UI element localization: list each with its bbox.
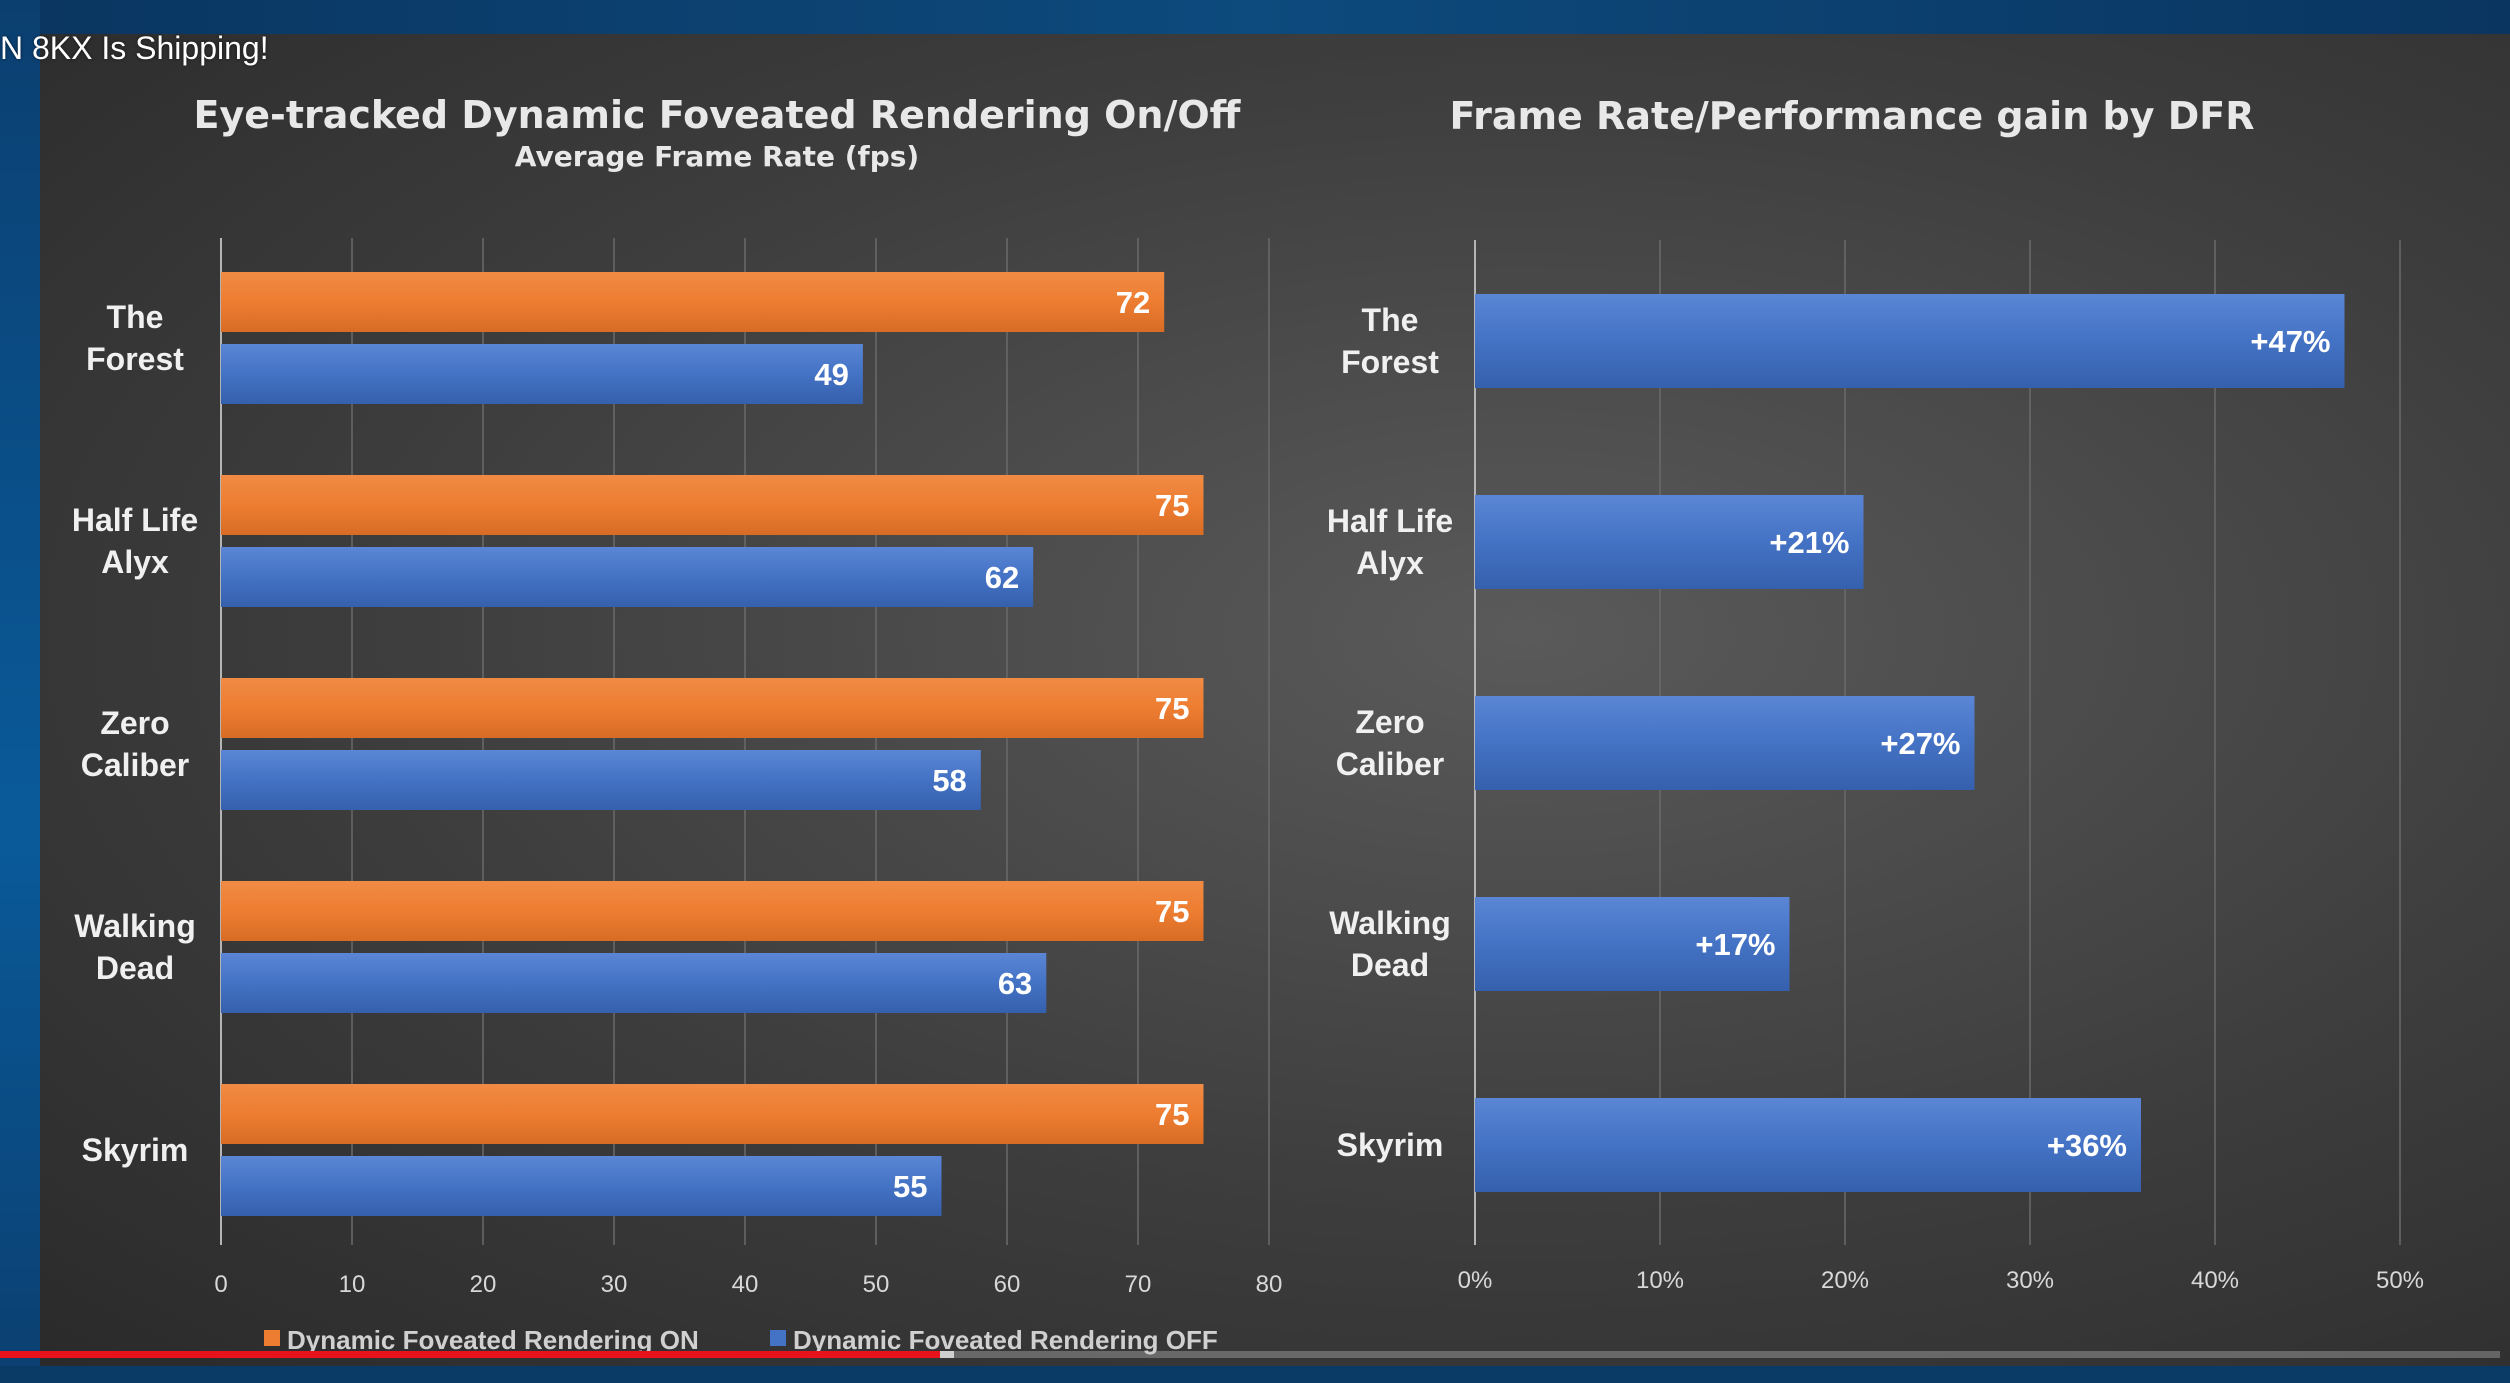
left-x-tick-label: 70 bbox=[1125, 1271, 1152, 1298]
left-x-tick-label: 50 bbox=[863, 1271, 890, 1298]
video-progress-track[interactable] bbox=[0, 1351, 2500, 1358]
video-progress-played[interactable] bbox=[0, 1351, 940, 1358]
left-chart-title: Eye-tracked Dynamic Foveated Rendering O… bbox=[194, 93, 1242, 137]
bar-on bbox=[221, 1084, 1204, 1144]
bar-on bbox=[221, 678, 1204, 738]
bar-on bbox=[221, 272, 1165, 332]
right-x-tick-label: 0% bbox=[1458, 1267, 1493, 1294]
gain-bar-value-label: +17% bbox=[1695, 927, 1775, 962]
bar-off-value-label: 62 bbox=[985, 560, 1019, 595]
right-category-label-line-1: Dead bbox=[1351, 947, 1429, 983]
gain-bar-value-label: +27% bbox=[1880, 726, 1960, 761]
right-category-label-line-0: Walking bbox=[1329, 905, 1450, 941]
bar-on-value-label: 72 bbox=[1116, 285, 1150, 320]
video-progress-buffer bbox=[940, 1351, 954, 1358]
right-category-label-line-1: Alyx bbox=[1356, 545, 1424, 581]
right-category-label-line-1: Forest bbox=[1341, 344, 1439, 380]
bar-off bbox=[221, 1156, 942, 1216]
right-category-label-line-0: Zero bbox=[1355, 704, 1424, 740]
bar-off bbox=[221, 344, 863, 404]
left-category-label-line-1: Caliber bbox=[81, 747, 189, 783]
bar-off bbox=[221, 953, 1047, 1013]
bar-on-value-label: 75 bbox=[1155, 1097, 1189, 1132]
legend-label-off: Dynamic Foveated Rendering OFF bbox=[793, 1325, 1218, 1355]
gain-bar bbox=[1475, 495, 1864, 589]
right-x-tick-label: 30% bbox=[2006, 1267, 2054, 1294]
right-category-label-line-0: Skyrim bbox=[1337, 1127, 1444, 1163]
bar-on-value-label: 75 bbox=[1155, 488, 1189, 523]
bar-off-value-label: 58 bbox=[932, 763, 966, 798]
left-x-tick-label: 80 bbox=[1256, 1271, 1283, 1298]
gain-bar-value-label: +47% bbox=[2250, 324, 2330, 359]
bar-off bbox=[221, 750, 981, 810]
left-category-label-line-1: Forest bbox=[86, 341, 184, 377]
left-chart-subtitle: Average Frame Rate (fps) bbox=[515, 140, 919, 173]
left-x-tick-label: 20 bbox=[470, 1271, 497, 1298]
bar-off-value-label: 63 bbox=[998, 966, 1032, 1001]
left-category-label-line-0: Half Life bbox=[72, 502, 198, 538]
gain-bar-value-label: +36% bbox=[2047, 1128, 2127, 1163]
gain-bar-value-label: +21% bbox=[1769, 525, 1849, 560]
right-category-label-line-1: Caliber bbox=[1336, 746, 1444, 782]
left-category-label-line-0: The bbox=[107, 299, 164, 335]
gain-bar bbox=[1475, 1098, 2141, 1192]
bar-off-value-label: 49 bbox=[814, 357, 848, 392]
video-title: N 8KX Is Shipping! bbox=[0, 30, 269, 66]
bar-on bbox=[221, 881, 1204, 941]
left-category-label-line-1: Alyx bbox=[101, 544, 169, 580]
left-category-label-line-1: Dead bbox=[96, 950, 174, 986]
legend-label-on: Dynamic Foveated Rendering ON bbox=[287, 1325, 699, 1355]
video-bottom-bar bbox=[0, 1366, 2510, 1383]
left-category-label-line-0: Skyrim bbox=[82, 1132, 189, 1168]
left-category-label-line-0: Walking bbox=[74, 908, 195, 944]
right-x-tick-label: 20% bbox=[1821, 1267, 1869, 1294]
bar-on-value-label: 75 bbox=[1155, 691, 1189, 726]
right-category-label-line-0: Half Life bbox=[1327, 503, 1453, 539]
left-chart: 0 10 20 30 40 50 60 70 80 72 49 The Forest 75 62 Half L… bbox=[72, 238, 1282, 1298]
bar-on bbox=[221, 475, 1204, 535]
left-x-tick-label: 0 bbox=[214, 1271, 227, 1298]
left-x-tick-label: 10 bbox=[339, 1271, 366, 1298]
gain-bar bbox=[1475, 897, 1790, 991]
video-left-edge bbox=[0, 0, 40, 1383]
bar-on-value-label: 75 bbox=[1155, 894, 1189, 929]
right-chart: 0% 10% 20% 30% 40% 50% +47% The Forest +21% Half L… bbox=[1327, 240, 2424, 1294]
video-top-bar bbox=[0, 0, 2510, 34]
gain-bar bbox=[1475, 294, 2345, 388]
bar-off-value-label: 55 bbox=[893, 1169, 927, 1204]
left-x-tick-label: 60 bbox=[994, 1271, 1021, 1298]
legend-swatch-on bbox=[264, 1330, 280, 1346]
bar-off bbox=[221, 547, 1034, 607]
left-category-label-line-0: Zero bbox=[100, 705, 169, 741]
right-category-label-line-0: The bbox=[1362, 302, 1419, 338]
right-x-tick-label: 40% bbox=[2191, 1267, 2239, 1294]
right-chart-title: Frame Rate/Performance gain by DFR bbox=[1450, 94, 2255, 138]
right-x-tick-label: 10% bbox=[1636, 1267, 1684, 1294]
left-x-tick-label: 40 bbox=[732, 1271, 759, 1298]
legend-swatch-off bbox=[770, 1330, 786, 1346]
left-x-tick-label: 30 bbox=[601, 1271, 628, 1298]
gain-bar bbox=[1475, 696, 1975, 790]
right-x-tick-label: 50% bbox=[2376, 1267, 2424, 1294]
